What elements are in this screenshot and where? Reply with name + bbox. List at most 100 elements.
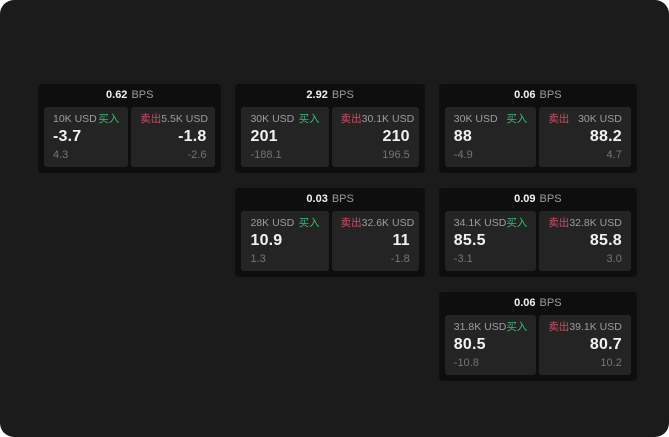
buy-side-label: 买入 xyxy=(506,321,528,333)
quote-card: 0.06 BPS 31.8K USD 买入 80.5 -10.8 卖出 39.1… xyxy=(438,292,637,381)
sell-side-label: 卖出 xyxy=(548,321,570,333)
bps-unit-label: BPS xyxy=(331,89,354,101)
buy-delta: 1.3 xyxy=(250,253,266,265)
sell-side-label: 卖出 xyxy=(548,217,570,229)
buy-delta: -3.1 xyxy=(453,253,473,265)
buy-amount-label: 28K USD xyxy=(250,217,295,229)
sell-delta: -1.8 xyxy=(390,253,410,265)
quote-card: 0.09 BPS 34.1K USD 买入 85.5 -3.1 卖出 32.8K… xyxy=(438,188,637,277)
bps-header: 0.03 BPS xyxy=(235,188,424,211)
bps-header: 2.92 BPS xyxy=(235,84,424,107)
sell-amount-label: 5.5K USD xyxy=(161,113,208,125)
buy-price: 10.9 xyxy=(250,232,283,250)
bps-unit-label: BPS xyxy=(331,193,354,205)
buy-side-label: 买入 xyxy=(506,113,528,125)
buy-tile[interactable]: 34.1K USD 买入 85.5 -3.1 xyxy=(444,211,537,271)
sell-tile[interactable]: 卖出 39.1K USD 80.7 10.2 xyxy=(539,315,631,375)
sell-tile[interactable]: 卖出 30.1K USD 210 196.5 xyxy=(331,107,419,167)
bps-unit-label: BPS xyxy=(539,297,562,309)
buy-tile[interactable]: 10K USD 买入 -3.7 4.3 xyxy=(44,107,129,167)
quote-card-body: 34.1K USD 买入 85.5 -3.1 卖出 32.8K USD 85.8… xyxy=(439,211,637,277)
sell-side-label: 卖出 xyxy=(548,113,570,125)
sell-price: 85.8 xyxy=(589,232,622,250)
sell-price: -1.8 xyxy=(178,128,207,146)
buy-tile[interactable]: 30K USD 买入 88 -4.9 xyxy=(444,107,537,167)
sell-price: 210 xyxy=(382,128,410,146)
buy-delta: -4.9 xyxy=(453,149,473,161)
sell-price: 80.7 xyxy=(589,336,622,354)
sell-tile-header: 卖出 30K USD xyxy=(548,114,622,125)
buy-tile-header: 31.8K USD 买入 xyxy=(454,322,528,333)
buy-price: 88 xyxy=(453,128,472,146)
buy-amount-label: 30K USD xyxy=(453,113,498,125)
bps-header: 0.06 BPS xyxy=(439,84,637,107)
buy-tile[interactable]: 30K USD 买入 201 -188.1 xyxy=(241,107,329,167)
sell-delta: 4.7 xyxy=(606,149,622,161)
buy-side-label: 买入 xyxy=(506,217,528,229)
buy-tile-header: 28K USD 买入 xyxy=(250,218,319,229)
bps-value: 0.06 xyxy=(514,297,536,309)
buy-amount-label: 31.8K USD xyxy=(453,321,507,333)
buy-tile-header: 34.1K USD 买入 xyxy=(454,218,528,229)
buy-price: 85.5 xyxy=(453,232,486,250)
quote-card-body: 30K USD 买入 201 -188.1 卖出 30.1K USD 210 1… xyxy=(235,107,424,173)
bps-value: 0.09 xyxy=(514,193,536,205)
sell-tile-header: 卖出 39.1K USD xyxy=(548,322,622,333)
buy-tile-header: 30K USD 买入 xyxy=(454,114,528,125)
sell-tile[interactable]: 卖出 30K USD 88.2 4.7 xyxy=(539,107,631,167)
sell-delta: 3.0 xyxy=(606,253,622,265)
quote-card-body: 31.8K USD 买入 80.5 -10.8 卖出 39.1K USD 80.… xyxy=(439,315,637,381)
bps-value: 0.62 xyxy=(106,89,128,101)
bps-unit-label: BPS xyxy=(539,89,562,101)
sell-amount-label: 30.1K USD xyxy=(361,113,415,125)
bps-header: 0.62 BPS xyxy=(38,84,221,107)
sell-tile[interactable]: 卖出 32.6K USD 11 -1.8 xyxy=(331,211,419,271)
sell-tile[interactable]: 卖出 5.5K USD -1.8 -2.6 xyxy=(131,107,216,167)
quote-card-body: 30K USD 买入 88 -4.9 卖出 30K USD 88.2 4.7 xyxy=(439,107,637,173)
quote-card-body: 10K USD 买入 -3.7 4.3 卖出 5.5K USD -1.8 -2.… xyxy=(38,107,221,173)
sell-price: 11 xyxy=(392,232,410,250)
bps-value: 0.03 xyxy=(306,193,328,205)
sell-tile-header: 卖出 32.8K USD xyxy=(548,218,622,229)
bps-unit-label: BPS xyxy=(131,89,154,101)
buy-price: -3.7 xyxy=(53,128,82,146)
sell-side-label: 卖出 xyxy=(340,113,362,125)
quote-card-body: 28K USD 买入 10.9 1.3 卖出 32.6K USD 11 -1.8 xyxy=(235,211,424,277)
buy-tile[interactable]: 31.8K USD 买入 80.5 -10.8 xyxy=(444,315,537,375)
buy-amount-label: 34.1K USD xyxy=(453,217,507,229)
buy-tile-header: 10K USD 买入 xyxy=(53,114,119,125)
sell-amount-label: 39.1K USD xyxy=(569,321,622,333)
bps-unit-label: BPS xyxy=(539,193,562,205)
buy-side-label: 买入 xyxy=(298,217,320,229)
buy-price: 201 xyxy=(250,128,278,146)
buy-delta: -10.8 xyxy=(453,357,479,369)
sell-delta: 196.5 xyxy=(382,149,410,161)
buy-price: 80.5 xyxy=(453,336,486,354)
buy-tile-header: 30K USD 买入 xyxy=(250,114,319,125)
buy-tile[interactable]: 28K USD 买入 10.9 1.3 xyxy=(241,211,329,271)
buy-delta: -188.1 xyxy=(250,149,282,161)
quote-card: 0.62 BPS 10K USD 买入 -3.7 4.3 卖出 5.5K USD… xyxy=(38,84,222,173)
buy-side-label: 买入 xyxy=(298,113,320,125)
sell-delta: -2.6 xyxy=(187,149,207,161)
bps-value: 2.92 xyxy=(306,89,328,101)
buy-amount-label: 30K USD xyxy=(250,113,295,125)
sell-amount-label: 32.8K USD xyxy=(569,217,622,229)
quote-card: 2.92 BPS 30K USD 买入 201 -188.1 卖出 30.1K … xyxy=(235,84,425,173)
quote-grid: 0.62 BPS 10K USD 买入 -3.7 4.3 卖出 5.5K USD… xyxy=(38,84,637,381)
buy-delta: 4.3 xyxy=(53,149,69,161)
sell-tile-header: 卖出 32.6K USD xyxy=(340,217,415,229)
quote-card: 0.06 BPS 30K USD 买入 88 -4.9 卖出 30K USD 8… xyxy=(438,84,637,173)
sell-side-label: 卖出 xyxy=(140,113,162,125)
bps-value: 0.06 xyxy=(514,89,536,101)
bps-header: 0.09 BPS xyxy=(439,188,637,211)
sell-tile-header: 卖出 5.5K USD xyxy=(140,113,208,125)
sell-tile[interactable]: 卖出 32.8K USD 85.8 3.0 xyxy=(539,211,631,271)
sell-side-label: 卖出 xyxy=(340,217,362,229)
sell-price: 88.2 xyxy=(589,128,622,146)
bps-header: 0.06 BPS xyxy=(439,292,637,315)
sell-tile-header: 卖出 30.1K USD xyxy=(340,113,415,125)
buy-side-label: 买入 xyxy=(98,113,120,125)
sell-amount-label: 32.6K USD xyxy=(361,217,415,229)
